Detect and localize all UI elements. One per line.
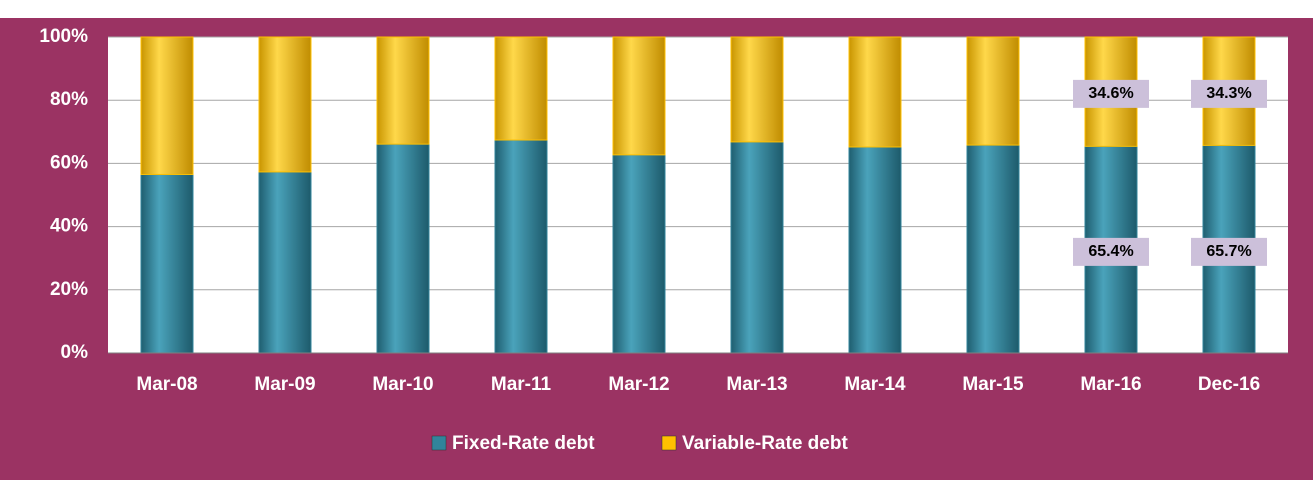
data-label-box	[1191, 237, 1267, 266]
x-tick-label: Dec-16	[1198, 374, 1260, 395]
bar-segment	[966, 36, 1020, 146]
x-tick-label: Mar-13	[726, 374, 787, 395]
bar-segment	[848, 146, 902, 354]
x-tick-label: Mar-15	[962, 374, 1024, 395]
bar-segment	[612, 154, 666, 354]
legend-swatch	[661, 435, 677, 451]
x-tick-label: Mar-14	[844, 374, 906, 395]
bar-segment	[494, 36, 548, 141]
x-tick-label: Mar-08	[136, 374, 197, 395]
data-label-box	[1191, 79, 1267, 108]
legend-swatch	[431, 435, 447, 451]
bar-segment	[376, 143, 430, 354]
y-tick-label: 20%	[50, 279, 88, 300]
x-tick-label: Mar-11	[491, 374, 552, 395]
x-tick-label: Mar-12	[608, 374, 669, 395]
x-tick-label: Mar-09	[254, 374, 315, 395]
legend-label: Variable-Rate debt	[682, 433, 848, 454]
data-label: 34.6%	[1088, 85, 1133, 102]
data-label-box	[1073, 79, 1149, 108]
bar-segment	[612, 36, 666, 156]
bar-segment	[730, 36, 784, 143]
y-tick-label: 60%	[50, 152, 88, 173]
bar-segment	[494, 139, 548, 354]
x-tick-label: Mar-16	[1080, 374, 1141, 395]
data-label: 65.4%	[1088, 243, 1133, 260]
y-tick-label: 80%	[50, 89, 88, 110]
y-tick-label: 0%	[61, 342, 89, 363]
bar-segment	[730, 141, 784, 354]
bar-segment	[258, 171, 312, 354]
x-tick-label: Mar-10	[372, 374, 433, 395]
legend-label: Fixed-Rate debt	[452, 433, 595, 454]
bar-segment	[140, 36, 194, 175]
y-tick-label: 40%	[50, 216, 88, 237]
bar-segment	[966, 144, 1020, 354]
data-label-box	[1073, 237, 1149, 266]
bar-segment	[140, 173, 194, 354]
data-label: 65.7%	[1206, 243, 1251, 260]
bar-segment	[848, 36, 902, 148]
data-label: 34.3%	[1206, 85, 1251, 102]
y-tick-label: 100%	[39, 26, 88, 47]
bar-segment	[258, 36, 312, 173]
bar-segment	[376, 36, 430, 145]
